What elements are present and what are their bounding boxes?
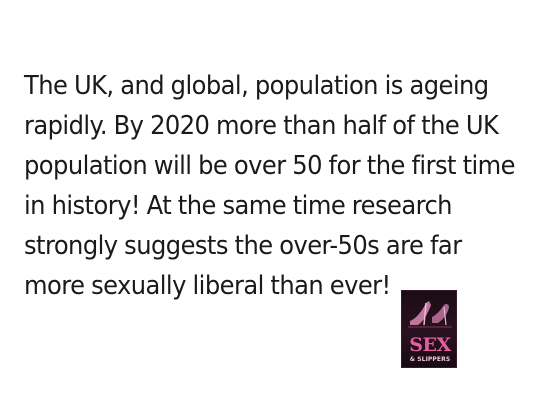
slide-body-text: The UK, and global, population is ageing…: [24, 71, 516, 301]
logo-wordmark: SEX: [409, 334, 451, 356]
sex-and-slippers-logo: SEX & SLIPPERS: [401, 290, 457, 368]
logo-subtitle: & SLIPPERS: [409, 356, 451, 363]
high-heel-shoes-icon: [408, 301, 452, 328]
